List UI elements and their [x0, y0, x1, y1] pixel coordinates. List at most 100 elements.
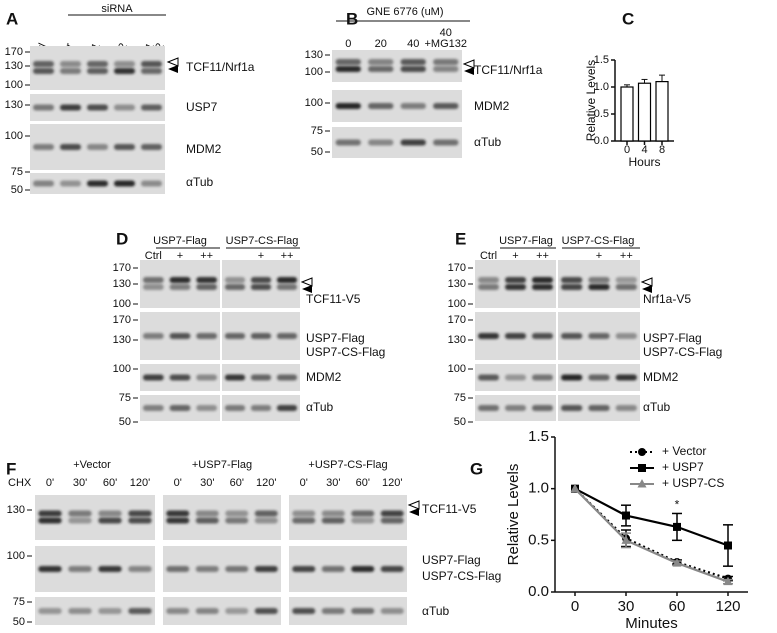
- mw-marker: 100: [5, 79, 23, 91]
- legend-label: + Vector: [662, 444, 706, 458]
- blot-band: [254, 566, 278, 572]
- mw-marker: 75: [311, 125, 323, 137]
- blot-band: [113, 61, 136, 67]
- data-point: [723, 576, 733, 586]
- blot-band: [169, 405, 191, 411]
- lane-label: +: [512, 250, 518, 262]
- blot-band: [166, 517, 190, 524]
- lane-label: 40: [440, 27, 452, 39]
- blot-band: [38, 566, 62, 572]
- lane-label: 0: [345, 38, 351, 50]
- arrowhead-filled: [642, 285, 652, 293]
- mw-marker: 100: [113, 298, 131, 310]
- blot-band: [433, 139, 459, 146]
- blot-band: [561, 284, 583, 290]
- blot-band: [477, 405, 500, 411]
- blot-band: [86, 144, 109, 150]
- protein-label: MDM2: [186, 142, 222, 156]
- blot-band: [59, 104, 82, 111]
- data-point: [673, 522, 681, 531]
- bar: [655, 80, 669, 142]
- arrowhead-open: [462, 59, 475, 69]
- protein-label: αTub: [474, 135, 501, 149]
- blot-band: [380, 510, 404, 517]
- blot-band: [292, 566, 316, 572]
- blot-band: [86, 68, 109, 74]
- blot-band: [588, 405, 610, 411]
- blot-band: [615, 333, 637, 339]
- blot-band: [588, 277, 610, 283]
- blot-band: [292, 517, 316, 524]
- mw-marker: 130: [7, 504, 25, 516]
- blot-band: [477, 333, 500, 339]
- protein-label: USP7-CS-Flag: [643, 345, 722, 359]
- lane-label: Ctrl: [480, 250, 497, 262]
- lane-label: 60': [356, 477, 370, 489]
- blot-band: [195, 517, 219, 524]
- blot-band: [250, 374, 272, 381]
- y-tick-label: 1.0: [528, 480, 549, 497]
- blot-band: [38, 510, 62, 517]
- group-header: +Vector: [73, 459, 111, 471]
- blot-band: [169, 277, 191, 283]
- x-tick-label: 60: [669, 598, 686, 615]
- blot-band: [128, 510, 152, 517]
- blot-band: [400, 139, 426, 146]
- lane-label: 40: [407, 38, 419, 50]
- panel-letter: D: [116, 229, 128, 248]
- panel-letter: A: [6, 9, 18, 28]
- blot-band: [166, 510, 190, 517]
- blot-band: [254, 510, 278, 517]
- legend-marker: [637, 479, 647, 488]
- blot-band: [196, 333, 218, 339]
- mw-marker: 100: [113, 363, 131, 375]
- blot-band: [368, 66, 394, 72]
- blot-band: [113, 144, 136, 150]
- protein-label: USP7: [186, 100, 218, 114]
- blot-band: [196, 277, 218, 283]
- mw-marker: 75: [454, 392, 466, 404]
- blot-band: [531, 284, 554, 290]
- blot-band: [68, 510, 92, 517]
- blot-band: [86, 104, 109, 111]
- mw-marker: 130: [448, 334, 466, 346]
- mw-marker: 170: [448, 262, 466, 274]
- protein-label: TCF11-V5: [422, 502, 477, 516]
- y-tick-label: 1.5: [528, 428, 549, 445]
- mw-marker: 50: [454, 416, 466, 428]
- blot-band: [140, 180, 163, 187]
- blot-band: [250, 333, 272, 339]
- blot-band: [400, 66, 426, 72]
- arrowhead-filled: [302, 285, 312, 293]
- lane-label: 30': [73, 477, 87, 489]
- lane-label: ++: [620, 250, 633, 262]
- mw-marker: 130: [5, 60, 23, 72]
- protein-label: MDM2: [306, 370, 342, 384]
- mw-marker: 170: [448, 314, 466, 326]
- panel-letter: C: [622, 9, 634, 28]
- blot-band: [615, 284, 637, 290]
- blot-band: [128, 566, 152, 572]
- blot-band: [531, 374, 554, 381]
- significance-mark: *: [675, 498, 680, 512]
- lane-label: 120': [256, 477, 276, 489]
- blot-band: [142, 284, 164, 290]
- y-tick-label: 0.5: [528, 531, 549, 548]
- mw-marker: 170: [113, 314, 131, 326]
- protein-label: USP7-Flag: [643, 331, 702, 345]
- protein-label: αTub: [306, 400, 333, 414]
- group-header: USP7-Flag: [499, 235, 553, 247]
- blot-band: [561, 277, 583, 283]
- y-axis-label: Relative Levels: [584, 60, 598, 141]
- protein-label: TCF11/Nrf1a: [186, 60, 255, 74]
- blot-band: [224, 284, 246, 290]
- protein-label: Nrf1a-V5: [643, 292, 691, 306]
- protein-label: USP7-Flag: [422, 553, 481, 567]
- blot-band: [335, 66, 361, 72]
- mw-marker: 130: [448, 278, 466, 290]
- blot-band: [477, 277, 500, 283]
- blot-band: [351, 517, 375, 524]
- blot-band: [195, 566, 219, 572]
- blot-band: [38, 517, 62, 524]
- blot-band: [531, 405, 554, 411]
